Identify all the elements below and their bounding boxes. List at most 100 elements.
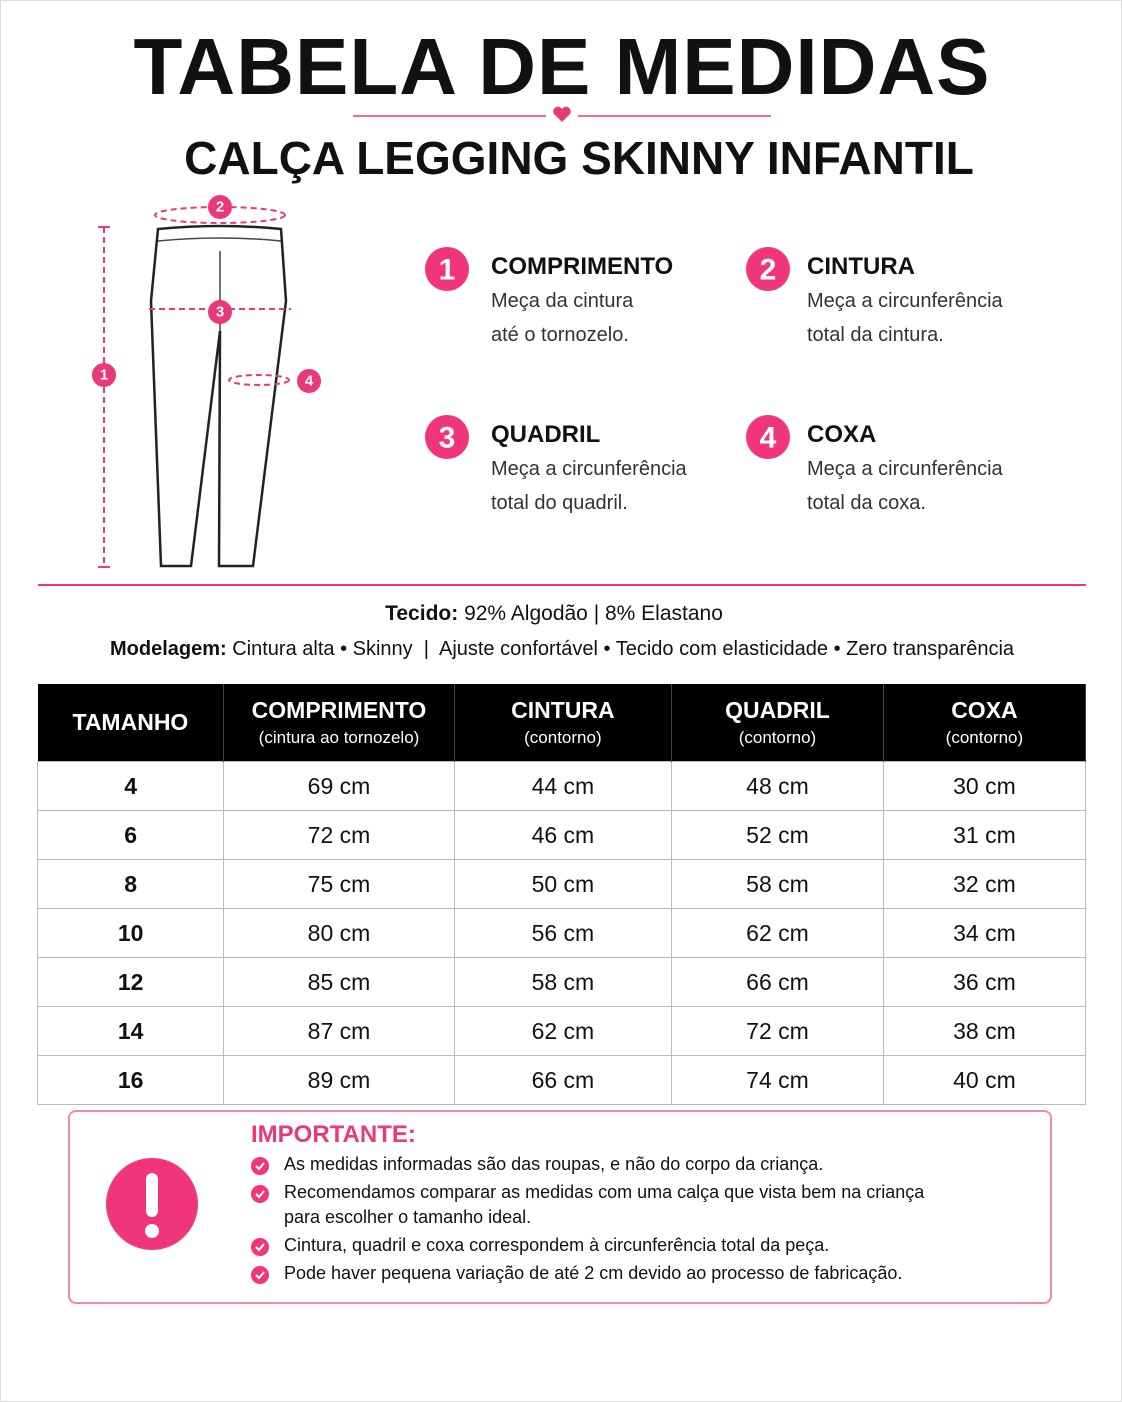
check-circle	[251, 1185, 269, 1203]
important-item: Recomendamos comparar as medidas com uma…	[284, 1182, 925, 1202]
cell: 16	[36, 1055, 225, 1105]
check-circle	[251, 1157, 269, 1175]
row: 16 89 cm 66 cm 74 cm 40 cm	[36, 1055, 1087, 1105]
header-sub: (contorno)	[524, 728, 602, 747]
cell: 66 cm	[671, 957, 884, 1007]
cell: 56 cm	[453, 908, 673, 958]
measure-desc: Meça da cintura	[491, 290, 634, 312]
cell: 8	[36, 859, 225, 909]
cell: 32 cm	[882, 859, 1087, 909]
cell: 4	[36, 761, 225, 811]
badge-number: 2	[216, 199, 224, 216]
check-icon	[251, 1157, 269, 1175]
check-icon	[251, 1185, 269, 1203]
badge-number: 2	[760, 254, 777, 287]
badge	[92, 363, 116, 387]
badge-number: 4	[760, 422, 777, 455]
measure-desc: até o tornozelo.	[491, 324, 629, 346]
badge: 1	[425, 247, 469, 291]
measure-desc: total do quadril.	[491, 492, 628, 514]
badge-number: 1	[439, 254, 456, 287]
check-icon	[251, 1266, 269, 1284]
badge: 2	[746, 247, 790, 291]
row: 6 72 cm 46 cm 52 cm 31 cm	[36, 810, 1087, 860]
column-header: TAMANHO	[37, 684, 225, 762]
model: Cintura alta • Skinny | Ajuste confortáv…	[232, 638, 1015, 660]
drawing: 1 2 3 4	[92, 106, 771, 568]
cell: 44 cm	[453, 761, 673, 811]
check-mark	[255, 1162, 265, 1171]
model-label: Modelagem:	[109, 638, 227, 660]
header-title: COXA	[951, 697, 1018, 723]
cell: 31 cm	[882, 810, 1087, 860]
cell: 58 cm	[671, 859, 884, 909]
cell: 85 cm	[223, 957, 455, 1007]
cell: 66 cm	[453, 1055, 673, 1105]
cell: 10	[36, 908, 225, 958]
measure-title: CINTURA	[807, 253, 915, 280]
cell: 12	[36, 957, 225, 1007]
important-item: As medidas informadas são das roupas, e …	[284, 1154, 824, 1174]
cell: 30 cm	[882, 761, 1087, 811]
header-title: CINTURA	[511, 697, 615, 723]
measure-desc: Meça a circunferência	[807, 290, 1003, 312]
measure-desc: Meça a circunferência	[491, 458, 687, 480]
cell: 62 cm	[671, 908, 884, 958]
warning-icon	[106, 1158, 198, 1250]
cell: 52 cm	[671, 810, 884, 860]
row: 10 80 cm 56 cm 62 cm 34 cm	[36, 908, 1087, 958]
column-header: CINTURA (contorno)	[454, 684, 673, 762]
cell: 72 cm	[671, 1006, 884, 1056]
measure-title: QUADRIL	[491, 421, 601, 448]
check-mark	[255, 1190, 265, 1199]
measure-desc: Meça a circunferência	[807, 458, 1003, 480]
cell: 75 cm	[223, 859, 455, 909]
badge-circle	[425, 247, 469, 291]
badge-number: 3	[216, 304, 224, 321]
check-circle	[251, 1266, 269, 1284]
badge-circle	[746, 247, 790, 291]
cell: 36 cm	[882, 957, 1087, 1007]
cell: 69 cm	[223, 761, 455, 811]
cell: 89 cm	[223, 1055, 455, 1105]
fabric: 92% Algodão | 8% Elastano	[464, 602, 723, 625]
cell: 6	[36, 810, 225, 860]
row: 12 85 cm 58 cm 66 cm 36 cm	[36, 957, 1087, 1007]
badge	[297, 369, 321, 393]
row: 14 87 cm 62 cm 72 cm 38 cm	[36, 1006, 1087, 1056]
check-icon	[251, 1238, 269, 1256]
header-sub: (contorno)	[945, 728, 1024, 747]
check-mark	[255, 1271, 265, 1280]
badge-circle	[425, 415, 469, 459]
subtitle: CALÇA LEGGING SKINNY INFANTIL	[184, 132, 974, 184]
column-header: COMPRIMENTO (cintura ao tornozelo)	[223, 684, 455, 762]
important-item: Pode haver pequena variação de até 2 cm …	[284, 1263, 903, 1283]
measure-title: COMPRIMENTO	[491, 253, 674, 280]
row: 8 75 cm 50 cm 58 cm 32 cm	[36, 859, 1087, 909]
badge	[208, 300, 232, 324]
cell: 40 cm	[882, 1055, 1087, 1105]
header-title: QUADRIL	[725, 697, 830, 723]
cell: 72 cm	[223, 810, 455, 860]
header-sub: (contorno)	[738, 728, 817, 747]
badge-number: 3	[439, 422, 456, 455]
badge-circle	[746, 415, 790, 459]
check-circle	[251, 1238, 269, 1256]
cell: 62 cm	[453, 1006, 673, 1056]
badge: 3	[425, 415, 469, 459]
header-title: TAMANHO	[72, 709, 189, 735]
size-table: TAMANHO COMPRIMENTO (cintura ao tornozelo)…	[36, 684, 1087, 1105]
cell: 80 cm	[223, 908, 455, 958]
cell: 46 cm	[453, 810, 673, 860]
column-header: COXA (contorno)	[883, 684, 1087, 762]
badge-number: 1	[100, 367, 108, 384]
title: TABELA DE MEDIDAS	[133, 22, 991, 111]
cell: 14	[36, 1006, 225, 1056]
cell: 58 cm	[453, 957, 673, 1007]
important-title: IMPORTANTE:	[251, 1121, 416, 1148]
column-header: QUADRIL (contorno)	[671, 684, 884, 762]
badge-number: 4	[305, 373, 314, 390]
measure-desc: total da cintura.	[807, 324, 944, 346]
important-item: para escolher o tamanho ideal.	[284, 1207, 532, 1227]
header-title: COMPRIMENTO	[251, 697, 427, 723]
